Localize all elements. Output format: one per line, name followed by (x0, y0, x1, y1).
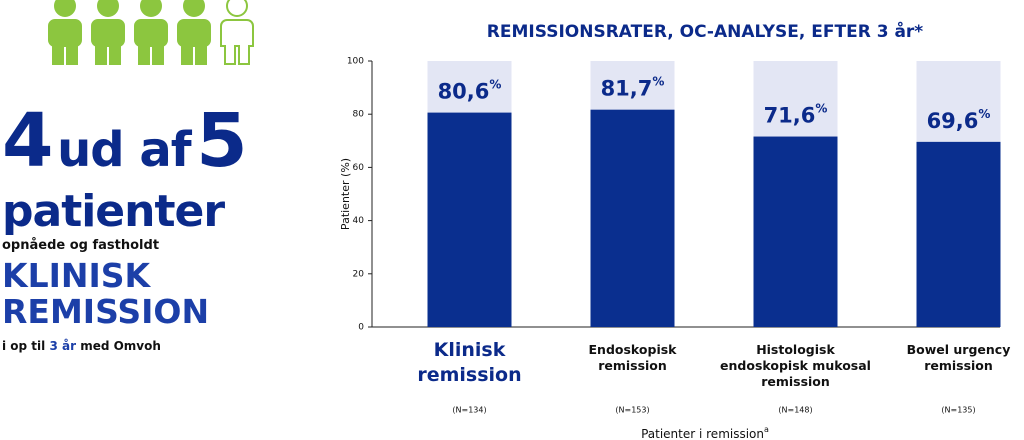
footer-emphasis: 3 år (49, 339, 76, 353)
bar (916, 141, 1001, 327)
headline: 4 ud af 5 (2, 98, 248, 184)
headline-number: 4 (2, 98, 53, 184)
x-tick-label: Histologisk endoskopisk mukosal remissio… (720, 342, 871, 389)
footer-text: i op til (2, 339, 46, 353)
highlight-line: REMISSION (2, 292, 210, 331)
x-tick-label: Endoskopisk remission (588, 342, 677, 373)
bar (427, 112, 512, 327)
footer-text: med Omvoh (80, 339, 161, 353)
bar (590, 109, 675, 327)
x-tick-label: Bowel urgency remission (906, 342, 1011, 373)
y-tick-label: 20 (353, 269, 365, 279)
y-axis-label: Patienter (%) (339, 158, 352, 230)
n-label: (N=135) (941, 406, 975, 415)
bar (753, 136, 838, 327)
n-label: (N=134) (452, 406, 486, 415)
intro: opnåede og fastholdt (2, 238, 160, 253)
headline-text: ud af (57, 122, 192, 178)
y-tick-label: 0 (358, 323, 364, 333)
highlight-line: KLINISK (2, 256, 151, 295)
x-axis-label-text: Patienter i remission (641, 427, 764, 440)
x-axis-label: Patienter i remissiona (641, 425, 769, 440)
chart-title: REMISSIONSRATER, OC-ANALYSE, EFTER 3 år* (487, 20, 924, 42)
highlight: KLINISK REMISSION (2, 258, 209, 330)
subject: patienter (2, 186, 225, 237)
value-label: 80,6% (438, 77, 502, 104)
value-label: 81,7% (601, 74, 665, 101)
value-label: 71,6% (764, 101, 828, 128)
n-label: (N=148) (778, 406, 812, 415)
y-tick-label: 80 (353, 110, 365, 120)
value-label: 69,6% (927, 106, 991, 133)
footer: i op til 3 år med Omvoh (2, 339, 161, 353)
n-label: (N=153) (615, 406, 649, 415)
y-tick-label: 100 (347, 57, 364, 67)
x-axis-label-note: a (764, 425, 769, 434)
people-icons (48, 0, 254, 65)
x-tick-label: Klinisk remission (417, 339, 522, 386)
y-tick-label: 60 (353, 163, 365, 173)
headline-number: 5 (196, 98, 248, 184)
y-tick-label: 40 (353, 216, 365, 226)
